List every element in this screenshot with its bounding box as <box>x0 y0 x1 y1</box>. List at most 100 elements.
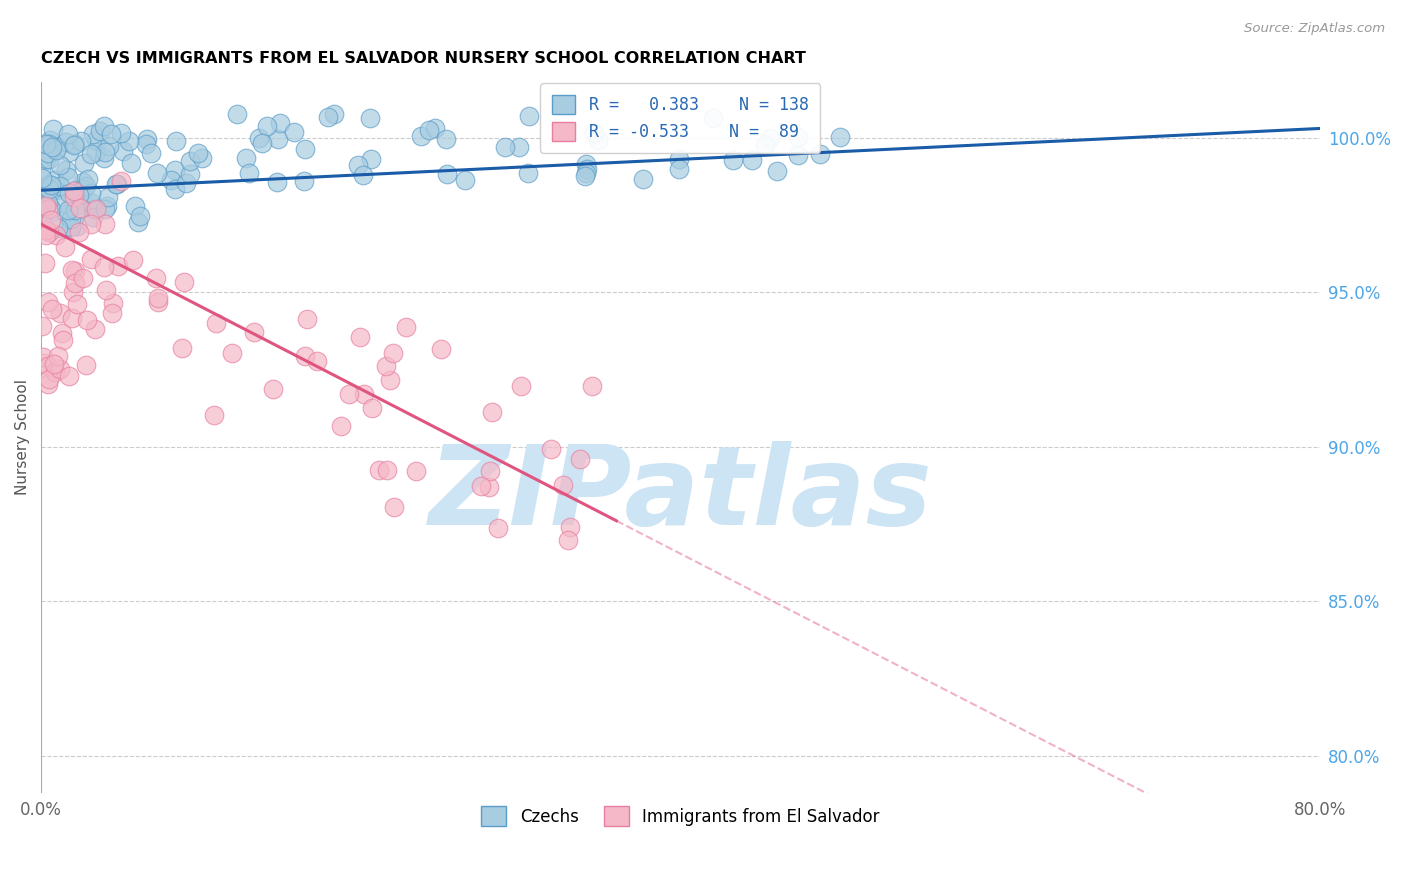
Point <box>243 325 266 339</box>
Point <box>38 372 60 386</box>
Point <box>45 140 67 154</box>
Point <box>55 162 77 177</box>
Point <box>430 342 453 356</box>
Text: Source: ZipAtlas.com: Source: ZipAtlas.com <box>1244 22 1385 36</box>
Point <box>89 124 111 138</box>
Point <box>374 359 396 373</box>
Point <box>94 218 117 232</box>
Point <box>574 169 596 184</box>
Point <box>56 169 79 184</box>
Point <box>786 148 808 162</box>
Point <box>110 174 132 188</box>
Point <box>582 126 605 140</box>
Point <box>127 215 149 229</box>
Point <box>49 362 72 376</box>
Point <box>172 341 194 355</box>
Point <box>76 312 98 326</box>
Point <box>60 310 83 325</box>
Point <box>58 368 80 383</box>
Point <box>173 275 195 289</box>
Point <box>63 190 86 204</box>
Point <box>405 464 427 478</box>
Point <box>38 136 60 151</box>
Point <box>55 207 77 221</box>
Point <box>63 138 86 153</box>
Point <box>35 199 58 213</box>
Point <box>31 170 53 185</box>
Point <box>828 130 851 145</box>
Point <box>30 162 52 177</box>
Point <box>37 195 59 210</box>
Point <box>766 164 789 178</box>
Point <box>96 190 118 204</box>
Point <box>225 107 247 121</box>
Point <box>42 122 65 136</box>
Point <box>37 146 59 161</box>
Point <box>124 199 146 213</box>
Point <box>295 311 318 326</box>
Point <box>48 221 70 235</box>
Point <box>139 145 162 160</box>
Point <box>481 405 503 419</box>
Point <box>35 222 58 236</box>
Point <box>79 252 101 266</box>
Point <box>66 198 89 212</box>
Text: ZIPatlas: ZIPatlas <box>429 441 932 548</box>
Point <box>360 153 382 167</box>
Point <box>51 326 73 340</box>
Point <box>292 174 315 188</box>
Point <box>759 131 782 145</box>
Point <box>247 131 270 145</box>
Point <box>120 156 142 170</box>
Point <box>53 240 76 254</box>
Point <box>60 263 83 277</box>
Point <box>86 145 108 159</box>
Point <box>368 463 391 477</box>
Point <box>516 166 538 180</box>
Point <box>58 202 80 217</box>
Point <box>63 183 86 197</box>
Point <box>136 132 159 146</box>
Point <box>46 349 69 363</box>
Point <box>59 219 82 234</box>
Point <box>380 373 402 387</box>
Point <box>191 151 214 165</box>
Point <box>69 225 91 239</box>
Point <box>316 110 339 124</box>
Point <box>221 345 243 359</box>
Point <box>32 199 55 213</box>
Point <box>84 202 107 216</box>
Point <box>235 152 257 166</box>
Point <box>84 132 107 146</box>
Point <box>31 190 53 204</box>
Point <box>330 418 353 433</box>
Point <box>668 161 690 176</box>
Point <box>721 153 744 168</box>
Point <box>39 212 62 227</box>
Point <box>34 256 56 270</box>
Point <box>101 306 124 320</box>
Point <box>37 359 59 373</box>
Point <box>187 146 209 161</box>
Point <box>478 464 501 478</box>
Point <box>118 134 141 148</box>
Point <box>38 225 60 239</box>
Point <box>110 127 132 141</box>
Point <box>238 166 260 180</box>
Point <box>353 387 375 401</box>
Point <box>146 166 169 180</box>
Point <box>349 330 371 344</box>
Point <box>377 463 399 477</box>
Point <box>72 271 94 285</box>
Point <box>163 163 186 178</box>
Point <box>82 202 104 217</box>
Point <box>34 227 56 242</box>
Point <box>204 317 226 331</box>
Point <box>540 442 562 456</box>
Point <box>294 142 316 156</box>
Point <box>517 109 540 123</box>
Point <box>37 202 59 216</box>
Point <box>58 145 80 160</box>
Point <box>105 178 128 192</box>
Point <box>41 178 63 192</box>
